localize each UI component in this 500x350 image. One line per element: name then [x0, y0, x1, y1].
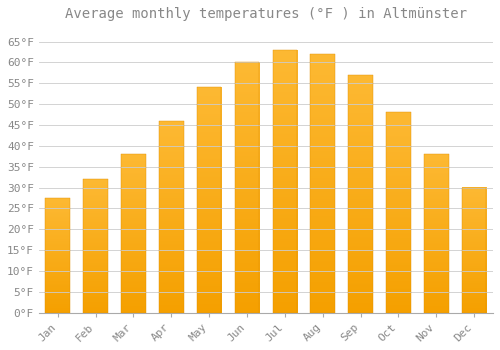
Bar — [386, 112, 410, 313]
Bar — [348, 75, 373, 313]
Bar — [159, 121, 184, 313]
Title: Average monthly temperatures (°F ) in Altmünster: Average monthly temperatures (°F ) in Al… — [65, 7, 467, 21]
Bar — [197, 88, 222, 313]
Bar — [272, 50, 297, 313]
Bar — [424, 154, 448, 313]
Bar — [234, 62, 260, 313]
Bar — [310, 54, 335, 313]
Bar — [462, 188, 486, 313]
Bar — [84, 179, 108, 313]
Bar — [46, 198, 70, 313]
Bar — [121, 154, 146, 313]
